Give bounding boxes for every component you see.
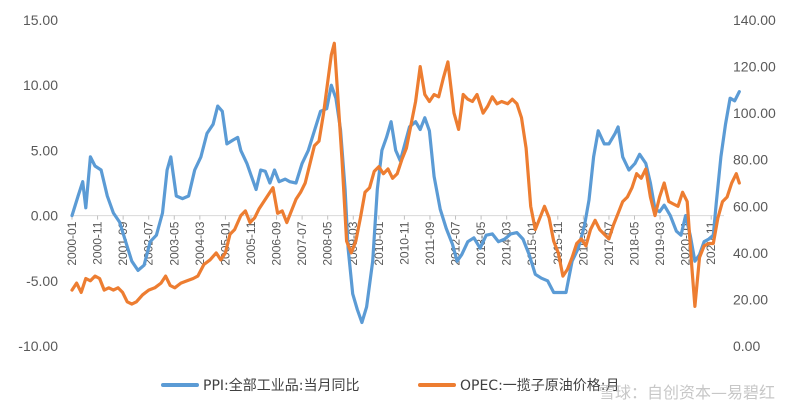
x-axis-tick-label: 2010-11 bbox=[397, 221, 411, 264]
x-axis-tick-label: 2000-01 bbox=[65, 221, 79, 265]
legend-label-opec: OPEC:一揽子原油价格:月 bbox=[460, 377, 620, 394]
right-axis-tick-label: 40.00 bbox=[733, 245, 768, 261]
x-axis-tick-label: 2003-05 bbox=[167, 221, 181, 265]
right-axis-tick-label: 0.00 bbox=[733, 338, 760, 354]
left-axis-tick-label: 10.00 bbox=[23, 77, 58, 93]
x-axis-tick-label: 2011-09 bbox=[423, 221, 437, 264]
left-axis-tick-label: -5.00 bbox=[26, 273, 58, 289]
axes: 15.00 10.00 5.00 0.00 -5.00 -10.00 140.00 120.0… bbox=[18, 12, 776, 354]
left-axis-tick-label: 15.00 bbox=[23, 12, 58, 28]
x-axis-tick-label: 2008-05 bbox=[321, 221, 335, 265]
x-axis-tick-label: 2004-03 bbox=[193, 221, 207, 265]
series-line-opec bbox=[70, 41, 741, 308]
right-axis-tick-label: 100.00 bbox=[733, 105, 776, 121]
left-axis-tick-label: 0.00 bbox=[31, 208, 58, 224]
x-axis-tick-label: 2007-07 bbox=[295, 221, 309, 265]
right-axis-tick-label: 140.00 bbox=[733, 12, 776, 28]
watermark: 雪球：自创资本—易碧红 bbox=[599, 383, 775, 402]
x-axis-tick-label: 2005-11 bbox=[244, 221, 258, 264]
right-axis-tick-label: 120.00 bbox=[733, 59, 776, 75]
left-axis-tick-label: -10.00 bbox=[18, 338, 58, 354]
legend: PPI:全部工业品:当月同比 OPEC:一揽子原油价格:月 bbox=[161, 377, 620, 394]
x-axis-ticks: 2000-01 2000-11 2001-09 2002-07 2003-05 2004-… bbox=[65, 215, 718, 266]
x-axis-tick-label: 2014-03 bbox=[500, 221, 514, 265]
x-axis-tick-label: 2018-05 bbox=[628, 221, 642, 265]
x-axis-tick-label: 2019-03 bbox=[653, 221, 667, 265]
x-axis-tick-label: 2012-07 bbox=[449, 221, 463, 265]
right-axis-tick-label: 60.00 bbox=[733, 198, 768, 214]
x-axis-tick-label: 2015-11 bbox=[551, 221, 565, 264]
left-axis-tick-label: 5.00 bbox=[31, 142, 58, 158]
x-axis-tick-label: 2000-11 bbox=[91, 221, 105, 264]
right-axis-tick-label: 20.00 bbox=[733, 291, 768, 307]
x-axis-tick-label: 2006-09 bbox=[270, 221, 284, 265]
series-layer bbox=[70, 41, 741, 325]
right-axis-tick-label: 80.00 bbox=[733, 152, 768, 168]
x-axis-tick-label: 2005-01 bbox=[218, 221, 232, 265]
series-line-ppi bbox=[70, 83, 741, 325]
legend-label-ppi: PPI:全部工业品:当月同比 bbox=[203, 377, 359, 394]
x-axis-tick-label: 2001-09 bbox=[116, 221, 130, 265]
